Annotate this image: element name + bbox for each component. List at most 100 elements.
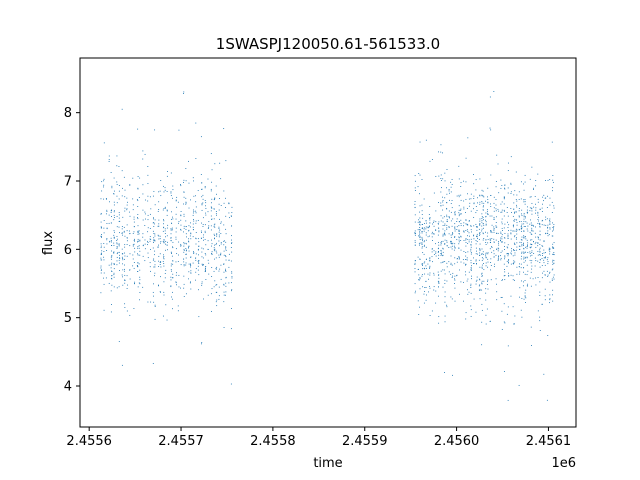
data-point xyxy=(190,232,192,234)
data-point xyxy=(544,256,546,258)
data-point xyxy=(450,241,452,243)
data-point xyxy=(183,231,184,233)
data-point xyxy=(427,226,429,228)
data-point xyxy=(158,260,160,262)
data-point xyxy=(468,241,470,243)
data-point xyxy=(428,278,430,280)
data-point xyxy=(414,264,416,265)
data-point xyxy=(197,190,199,192)
data-point xyxy=(503,203,505,205)
data-point xyxy=(422,286,424,288)
data-point xyxy=(158,201,160,203)
data-point xyxy=(524,292,526,294)
data-point xyxy=(144,225,146,226)
data-point xyxy=(463,239,465,241)
data-point xyxy=(218,256,220,258)
data-point xyxy=(126,275,128,277)
data-point xyxy=(482,206,484,208)
data-point xyxy=(132,254,134,256)
data-point xyxy=(214,280,216,282)
data-point xyxy=(201,203,203,205)
data-point xyxy=(119,220,121,222)
data-point xyxy=(518,198,520,200)
data-point xyxy=(119,254,120,256)
data-point xyxy=(454,243,456,245)
data-point xyxy=(548,234,550,236)
data-point xyxy=(479,223,481,225)
data-point xyxy=(219,268,221,270)
data-point xyxy=(535,207,537,209)
data-point xyxy=(111,278,113,280)
data-point xyxy=(195,210,197,212)
data-point xyxy=(503,263,505,265)
data-point xyxy=(171,277,173,279)
data-point xyxy=(422,217,424,219)
data-point xyxy=(158,219,160,221)
data-point xyxy=(496,154,498,156)
data-point xyxy=(481,267,483,269)
data-point xyxy=(166,244,168,246)
data-point xyxy=(507,345,509,347)
chart-title: 1SWASPJ120050.61-561533.0 xyxy=(216,35,440,53)
data-point xyxy=(157,210,159,212)
data-point xyxy=(419,229,421,231)
data-point xyxy=(183,215,185,217)
data-point xyxy=(486,284,488,285)
data-point xyxy=(442,251,444,253)
data-point xyxy=(100,221,102,223)
data-point xyxy=(458,196,460,198)
data-point xyxy=(534,226,536,228)
data-point xyxy=(230,383,232,385)
data-point xyxy=(510,191,512,193)
data-point xyxy=(193,219,194,220)
data-point xyxy=(520,198,522,200)
data-point xyxy=(202,257,204,259)
data-point xyxy=(202,217,204,219)
data-point xyxy=(195,238,197,240)
data-point xyxy=(213,218,215,220)
data-point xyxy=(508,230,509,232)
data-point xyxy=(220,252,222,254)
data-point xyxy=(149,213,151,215)
data-point xyxy=(178,221,180,223)
data-point xyxy=(185,293,187,295)
data-point xyxy=(124,274,126,276)
data-point xyxy=(429,217,431,219)
data-point xyxy=(487,239,489,240)
data-point xyxy=(514,252,516,254)
data-point xyxy=(512,230,514,232)
data-point xyxy=(470,210,472,212)
data-point xyxy=(225,291,227,293)
data-point xyxy=(215,250,217,252)
data-point xyxy=(510,156,512,158)
data-point xyxy=(126,230,128,232)
data-point xyxy=(192,209,194,211)
data-point xyxy=(495,180,497,182)
data-point xyxy=(534,195,536,197)
data-point xyxy=(100,226,102,228)
data-point xyxy=(523,256,525,258)
data-point xyxy=(485,224,487,226)
data-point xyxy=(552,276,554,278)
data-point xyxy=(127,284,128,286)
data-point xyxy=(549,179,551,181)
data-point xyxy=(211,251,213,253)
data-point xyxy=(519,221,520,223)
data-point xyxy=(160,266,162,268)
data-point xyxy=(542,272,544,274)
data-point xyxy=(549,299,551,301)
data-point xyxy=(414,241,416,243)
data-point xyxy=(498,248,500,250)
data-point xyxy=(549,224,551,225)
data-point xyxy=(485,299,487,301)
data-point xyxy=(428,260,430,262)
data-point xyxy=(137,253,138,255)
data-point xyxy=(446,187,447,189)
data-point xyxy=(201,342,203,343)
data-point xyxy=(500,257,502,259)
data-point xyxy=(431,310,433,312)
data-point xyxy=(442,261,444,263)
data-point xyxy=(152,259,154,261)
data-point xyxy=(512,226,514,228)
data-point xyxy=(534,265,536,267)
